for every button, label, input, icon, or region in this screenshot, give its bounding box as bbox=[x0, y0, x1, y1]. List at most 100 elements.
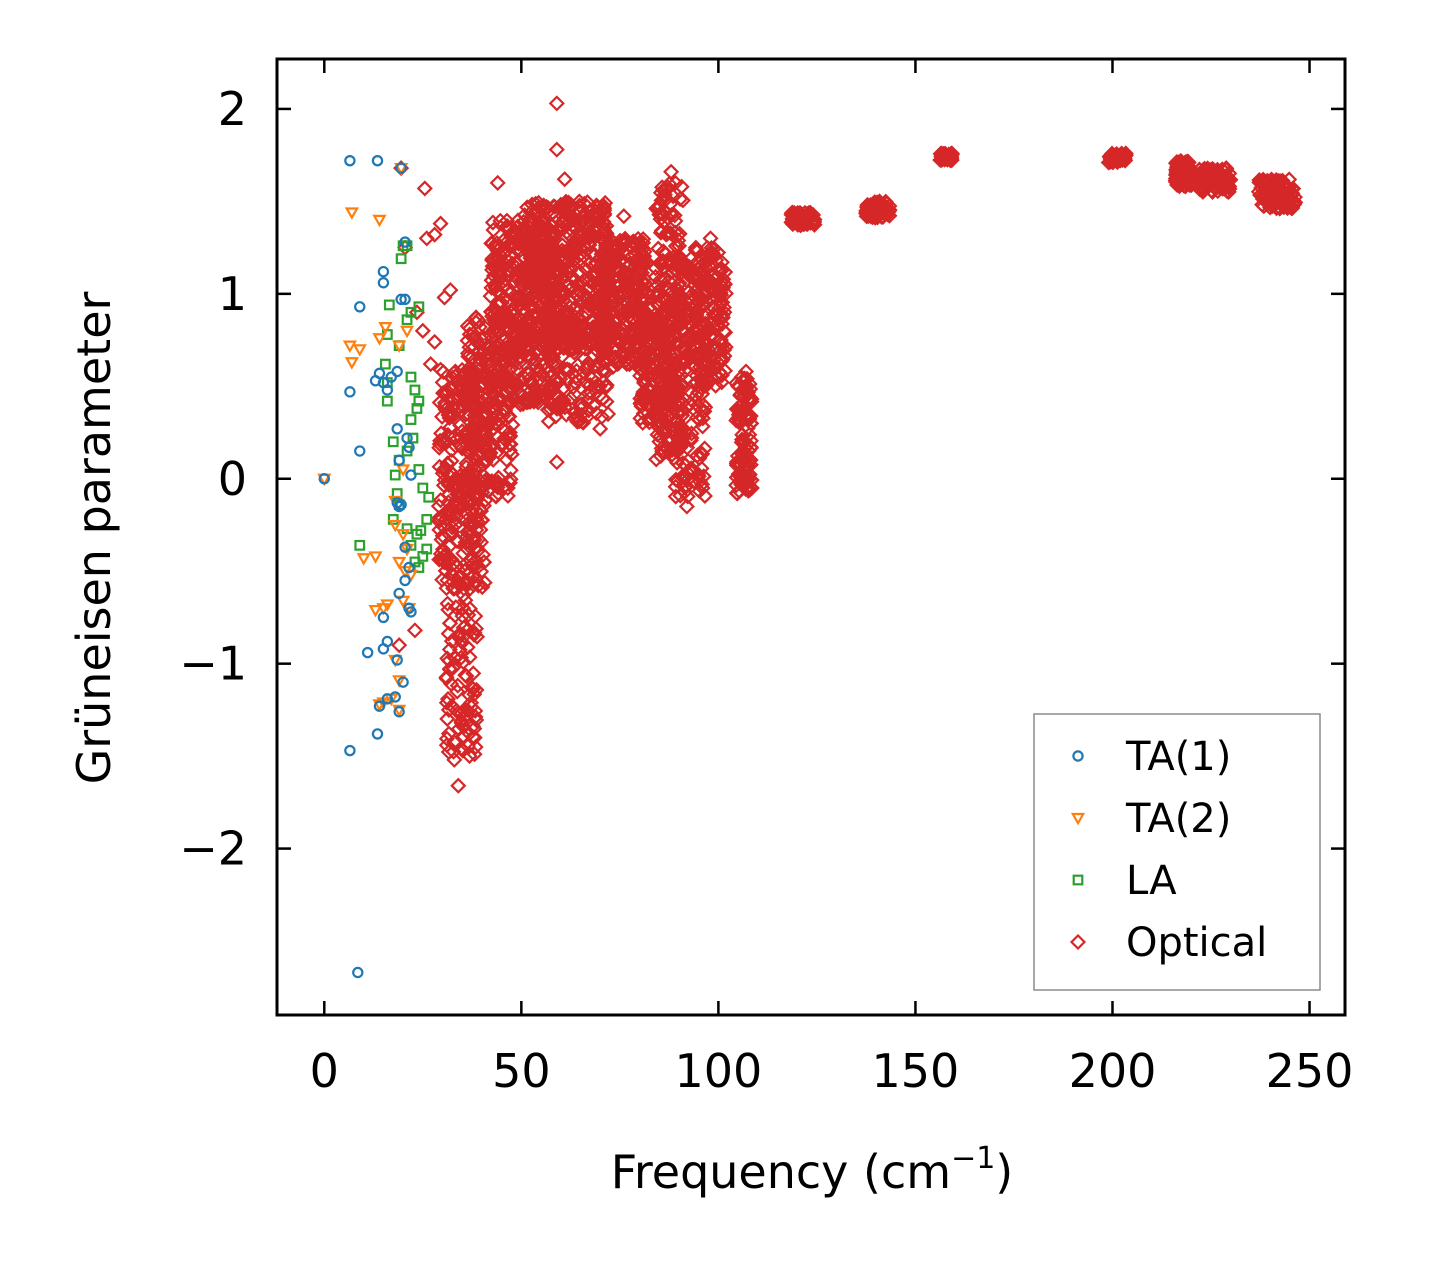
point-optical bbox=[674, 377, 691, 394]
point-ta-1 bbox=[391, 365, 403, 378]
point-optical bbox=[540, 347, 557, 364]
point-optical bbox=[698, 249, 715, 266]
point-optical bbox=[554, 237, 571, 254]
point-optical bbox=[434, 465, 451, 482]
point-optical bbox=[743, 393, 760, 410]
point-optical bbox=[597, 251, 614, 268]
point-optical bbox=[545, 317, 562, 334]
point-optical bbox=[618, 318, 635, 335]
point-optical bbox=[470, 531, 487, 548]
point-ta-2 bbox=[392, 340, 407, 354]
point-optical bbox=[500, 253, 517, 270]
point-optical bbox=[712, 284, 729, 301]
point-ta-2 bbox=[344, 357, 359, 370]
point-optical bbox=[617, 230, 634, 247]
point-optical bbox=[687, 330, 704, 347]
point-optical bbox=[595, 197, 612, 214]
point-optical bbox=[739, 420, 756, 437]
x-tick-label: 250 bbox=[1266, 1044, 1354, 1098]
point-optical bbox=[475, 497, 492, 514]
point-ta-1 bbox=[377, 265, 390, 278]
point-optical bbox=[1218, 178, 1235, 196]
point-optical bbox=[441, 652, 458, 669]
point-optical bbox=[693, 460, 710, 477]
point-optical bbox=[531, 247, 548, 264]
point-optical bbox=[495, 321, 512, 338]
point-optical bbox=[473, 563, 490, 580]
point-optical bbox=[733, 434, 750, 451]
point-optical bbox=[605, 304, 622, 321]
point-la bbox=[387, 436, 399, 448]
point-optical bbox=[550, 395, 567, 412]
point-optical bbox=[502, 283, 519, 300]
point-ta-2 bbox=[368, 551, 383, 564]
point-optical bbox=[599, 329, 616, 346]
point-optical bbox=[601, 351, 618, 368]
point-optical bbox=[645, 355, 662, 372]
point-ta-1 bbox=[393, 587, 405, 600]
point-optical bbox=[653, 374, 670, 391]
point-optical bbox=[652, 388, 669, 405]
point-optical bbox=[461, 747, 478, 765]
point-optical bbox=[440, 601, 457, 618]
point-optical bbox=[667, 478, 684, 495]
point-ta-2 bbox=[388, 519, 403, 533]
point-optical bbox=[535, 211, 552, 228]
point-optical bbox=[671, 249, 688, 266]
point-optical bbox=[520, 393, 537, 410]
point-optical bbox=[711, 294, 728, 311]
x-tick-label: 50 bbox=[492, 1044, 551, 1098]
point-optical bbox=[448, 477, 465, 494]
point-optical bbox=[574, 317, 591, 334]
point-optical bbox=[687, 358, 704, 375]
point-optical bbox=[527, 389, 544, 406]
point-ta-1 bbox=[399, 293, 411, 306]
point-optical bbox=[635, 258, 652, 275]
point-optical bbox=[618, 278, 635, 295]
point-optical bbox=[636, 309, 653, 326]
point-optical bbox=[544, 310, 561, 327]
point-optical bbox=[439, 690, 457, 708]
point-ta-1 bbox=[405, 469, 417, 481]
point-ta-1 bbox=[393, 706, 405, 718]
point-ta-1 bbox=[389, 691, 401, 703]
point-optical bbox=[634, 414, 651, 431]
point-optical bbox=[495, 232, 512, 249]
point-optical bbox=[879, 199, 896, 216]
point-ta-2 bbox=[344, 207, 359, 220]
point-optical bbox=[572, 396, 589, 414]
legend-marker-ta-1 bbox=[1072, 750, 1084, 762]
point-optical bbox=[446, 751, 463, 768]
point-optical bbox=[1108, 146, 1125, 163]
point-optical bbox=[1283, 200, 1300, 217]
point-optical bbox=[692, 354, 709, 372]
point-optical bbox=[592, 285, 609, 302]
point-optical bbox=[596, 202, 613, 219]
point-optical bbox=[548, 95, 565, 112]
point-optical bbox=[499, 487, 516, 504]
point-ta-2 bbox=[378, 322, 393, 335]
point-optical bbox=[498, 451, 515, 468]
point-ta-2 bbox=[380, 599, 395, 612]
point-ta-2 bbox=[372, 333, 387, 346]
point-optical bbox=[465, 665, 482, 682]
point-la bbox=[354, 539, 366, 551]
point-optical bbox=[706, 283, 723, 300]
point-optical bbox=[489, 250, 506, 267]
point-ta-1 bbox=[391, 423, 403, 435]
point-optical bbox=[696, 325, 713, 342]
point-optical bbox=[1267, 178, 1284, 195]
point-optical bbox=[455, 727, 472, 744]
point-optical bbox=[702, 273, 719, 290]
point-optical bbox=[676, 355, 693, 372]
point-optical bbox=[738, 407, 755, 425]
point-optical bbox=[461, 600, 478, 617]
point-ta-1 bbox=[395, 162, 407, 174]
point-optical bbox=[655, 243, 672, 260]
point-optical bbox=[654, 179, 671, 196]
point-ta-1 bbox=[377, 643, 390, 655]
point-optical bbox=[426, 226, 443, 243]
point-optical bbox=[466, 516, 483, 533]
point-optical bbox=[687, 269, 704, 286]
point-la bbox=[401, 314, 413, 326]
